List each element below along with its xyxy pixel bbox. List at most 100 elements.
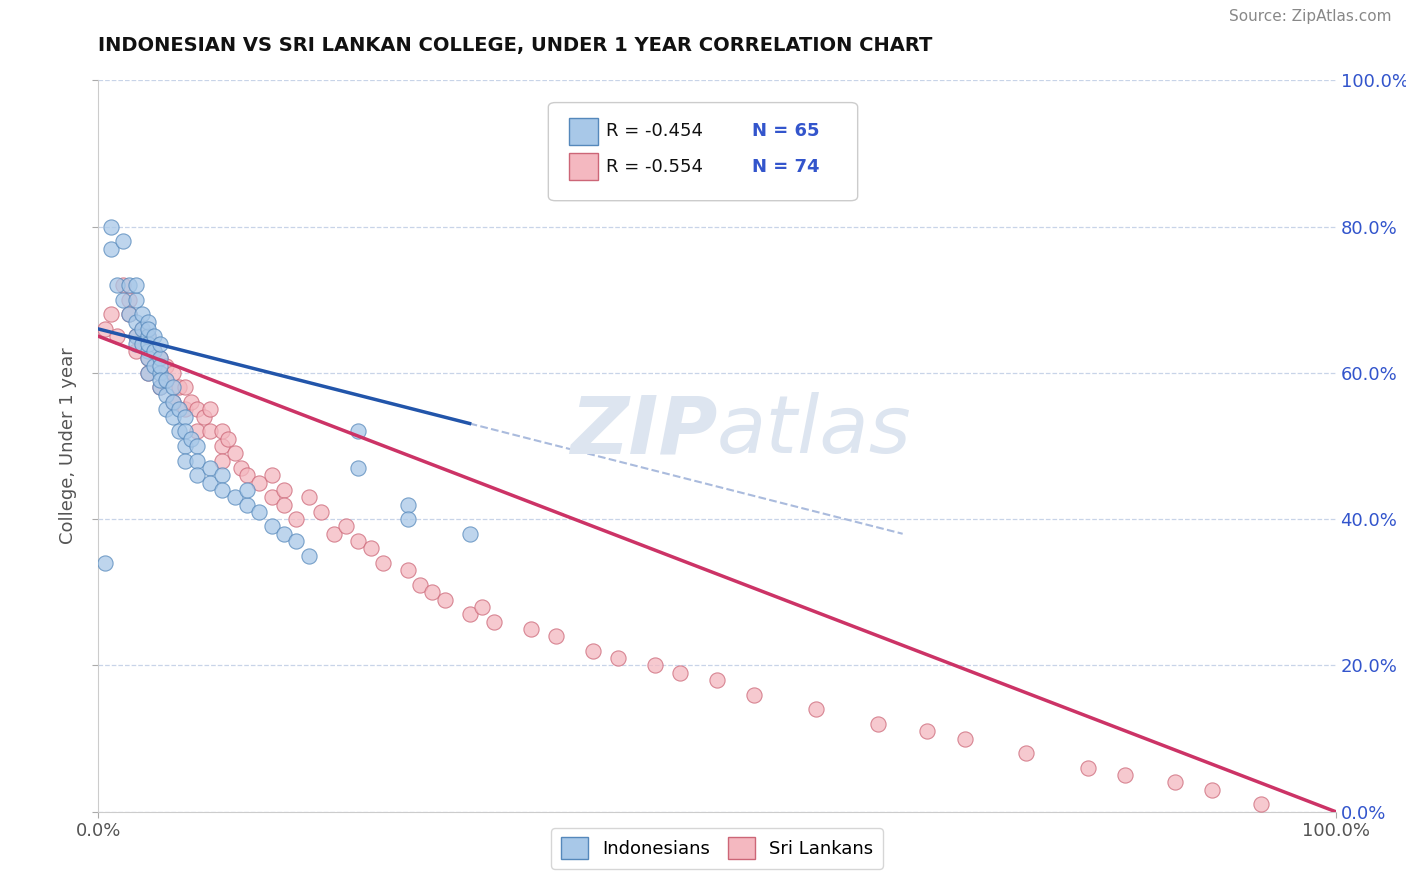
Point bbox=[118, 307, 141, 321]
Point bbox=[236, 498, 259, 512]
Point bbox=[155, 402, 177, 417]
Point bbox=[484, 615, 506, 629]
Point bbox=[124, 293, 146, 307]
Point bbox=[149, 351, 172, 366]
Point bbox=[433, 592, 456, 607]
Point bbox=[198, 461, 221, 475]
Point bbox=[198, 475, 221, 490]
Point bbox=[105, 278, 128, 293]
Point bbox=[143, 359, 166, 373]
Text: atlas: atlas bbox=[717, 392, 912, 470]
Text: R = -0.454: R = -0.454 bbox=[606, 122, 703, 140]
Point bbox=[112, 278, 135, 293]
Point bbox=[396, 498, 419, 512]
Point bbox=[105, 329, 128, 343]
Point bbox=[167, 425, 190, 439]
Text: ZIP: ZIP bbox=[569, 392, 717, 470]
Point bbox=[162, 395, 184, 409]
Point bbox=[422, 585, 444, 599]
Point bbox=[131, 322, 153, 336]
Point bbox=[118, 278, 141, 293]
Point bbox=[93, 322, 115, 336]
Text: INDONESIAN VS SRI LANKAN COLLEGE, UNDER 1 YEAR CORRELATION CHART: INDONESIAN VS SRI LANKAN COLLEGE, UNDER … bbox=[98, 36, 932, 54]
Point bbox=[273, 526, 295, 541]
Point bbox=[1015, 746, 1038, 760]
Point bbox=[193, 409, 215, 424]
Point bbox=[211, 453, 233, 467]
Point bbox=[136, 351, 159, 366]
Point bbox=[174, 380, 197, 394]
Point bbox=[100, 242, 122, 256]
Point bbox=[211, 425, 233, 439]
Point bbox=[298, 549, 321, 563]
Point bbox=[229, 461, 252, 475]
Point bbox=[124, 343, 146, 358]
Point bbox=[180, 432, 202, 446]
Point bbox=[124, 315, 146, 329]
Point bbox=[143, 343, 166, 358]
Point bbox=[149, 366, 172, 380]
Point bbox=[186, 453, 208, 467]
Point bbox=[118, 307, 141, 321]
Point bbox=[124, 329, 146, 343]
Point bbox=[149, 380, 172, 394]
Point bbox=[162, 395, 184, 409]
Point bbox=[458, 526, 481, 541]
Point bbox=[124, 329, 146, 343]
Point bbox=[298, 490, 321, 504]
Point bbox=[162, 409, 184, 424]
Point bbox=[93, 556, 115, 570]
Point bbox=[131, 322, 153, 336]
Point bbox=[136, 366, 159, 380]
Point bbox=[136, 351, 159, 366]
Point bbox=[396, 563, 419, 577]
Point bbox=[347, 461, 370, 475]
Point bbox=[112, 293, 135, 307]
Point bbox=[211, 468, 233, 483]
Point bbox=[167, 380, 190, 394]
Point bbox=[167, 402, 190, 417]
Y-axis label: College, Under 1 year: College, Under 1 year bbox=[59, 348, 77, 544]
Point bbox=[100, 307, 122, 321]
Point bbox=[309, 505, 332, 519]
Point bbox=[180, 395, 202, 409]
Point bbox=[136, 315, 159, 329]
Point bbox=[546, 629, 568, 643]
Legend: Indonesians, Sri Lankans: Indonesians, Sri Lankans bbox=[551, 829, 883, 869]
Point bbox=[236, 483, 259, 497]
Point bbox=[186, 468, 208, 483]
Point bbox=[285, 534, 308, 549]
Point bbox=[211, 483, 233, 497]
Point bbox=[458, 607, 481, 622]
Point bbox=[136, 343, 159, 358]
Point bbox=[124, 336, 146, 351]
Point bbox=[347, 534, 370, 549]
Point bbox=[804, 702, 827, 716]
Point bbox=[247, 475, 270, 490]
Point bbox=[162, 380, 184, 394]
Point bbox=[1250, 797, 1272, 812]
Point bbox=[124, 278, 146, 293]
Point bbox=[273, 498, 295, 512]
Point bbox=[186, 402, 208, 417]
Point bbox=[186, 425, 208, 439]
Text: R = -0.554: R = -0.554 bbox=[606, 158, 703, 176]
Point bbox=[644, 658, 666, 673]
Point bbox=[136, 322, 159, 336]
Point bbox=[1114, 768, 1136, 782]
Point bbox=[174, 425, 197, 439]
Point bbox=[273, 483, 295, 497]
Point bbox=[347, 425, 370, 439]
Point bbox=[360, 541, 382, 556]
Point bbox=[136, 329, 159, 343]
Point bbox=[211, 439, 233, 453]
Point bbox=[706, 673, 728, 687]
Point bbox=[198, 425, 221, 439]
Point bbox=[285, 512, 308, 526]
Point bbox=[155, 388, 177, 402]
Point bbox=[143, 343, 166, 358]
Point bbox=[396, 512, 419, 526]
Point bbox=[953, 731, 976, 746]
Point bbox=[224, 446, 246, 460]
Point bbox=[335, 519, 357, 533]
